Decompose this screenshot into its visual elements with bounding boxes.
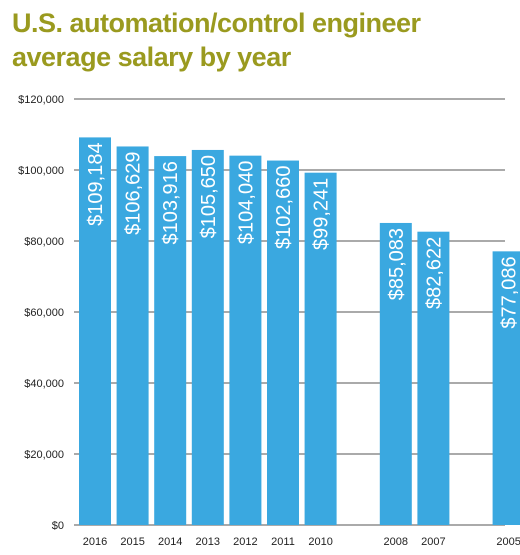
data-label: $106,629	[123, 151, 145, 234]
bar-2012	[229, 155, 262, 525]
data-label: $109,184	[85, 142, 107, 225]
data-label: $102,660	[273, 166, 295, 249]
bar-2011	[267, 160, 299, 525]
x-tick-label: 2014	[158, 536, 182, 548]
bar-2005	[492, 251, 520, 525]
bar-2013	[191, 149, 224, 525]
bar-2016	[79, 137, 111, 526]
y-tick-label: $0	[52, 520, 64, 532]
data-label: $103,916	[160, 161, 182, 244]
y-tick-label: $80,000	[24, 236, 64, 248]
x-tick-label: 2011	[271, 536, 295, 548]
data-label: $99,241	[311, 178, 333, 250]
x-tick-label: 2007	[421, 536, 445, 548]
chart-title: U.S. automation/control engineer average…	[12, 6, 421, 74]
x-tick-label: 2005	[496, 536, 520, 548]
chart-title-line-1: U.S. automation/control engineer	[12, 8, 421, 38]
bar-2010	[304, 172, 337, 525]
x-tick-label: 2010	[308, 536, 332, 548]
y-tick-label: $40,000	[24, 378, 64, 390]
x-tick-label: 2013	[196, 536, 220, 548]
bar-2008	[379, 222, 412, 525]
y-tick-label: $20,000	[24, 449, 64, 461]
bar-2014	[154, 156, 187, 525]
data-label: $82,622	[423, 237, 445, 309]
bar-2007	[417, 231, 450, 525]
chart-title-line-2: average salary by year	[12, 42, 291, 72]
y-tick-label: $120,000	[18, 94, 64, 106]
bar-2015	[116, 146, 149, 526]
data-label: $105,650	[198, 155, 220, 238]
x-tick-label: 2012	[233, 536, 257, 548]
y-tick-label: $100,000	[18, 165, 64, 177]
x-tick-label: 2016	[83, 536, 107, 548]
data-label: $104,040	[235, 161, 257, 244]
x-tick-label: 2008	[384, 536, 408, 548]
x-tick-label: 2015	[120, 536, 144, 548]
data-label: $85,083	[386, 228, 408, 300]
y-tick-label: $60,000	[24, 307, 64, 319]
data-label: $77,086	[499, 256, 520, 328]
